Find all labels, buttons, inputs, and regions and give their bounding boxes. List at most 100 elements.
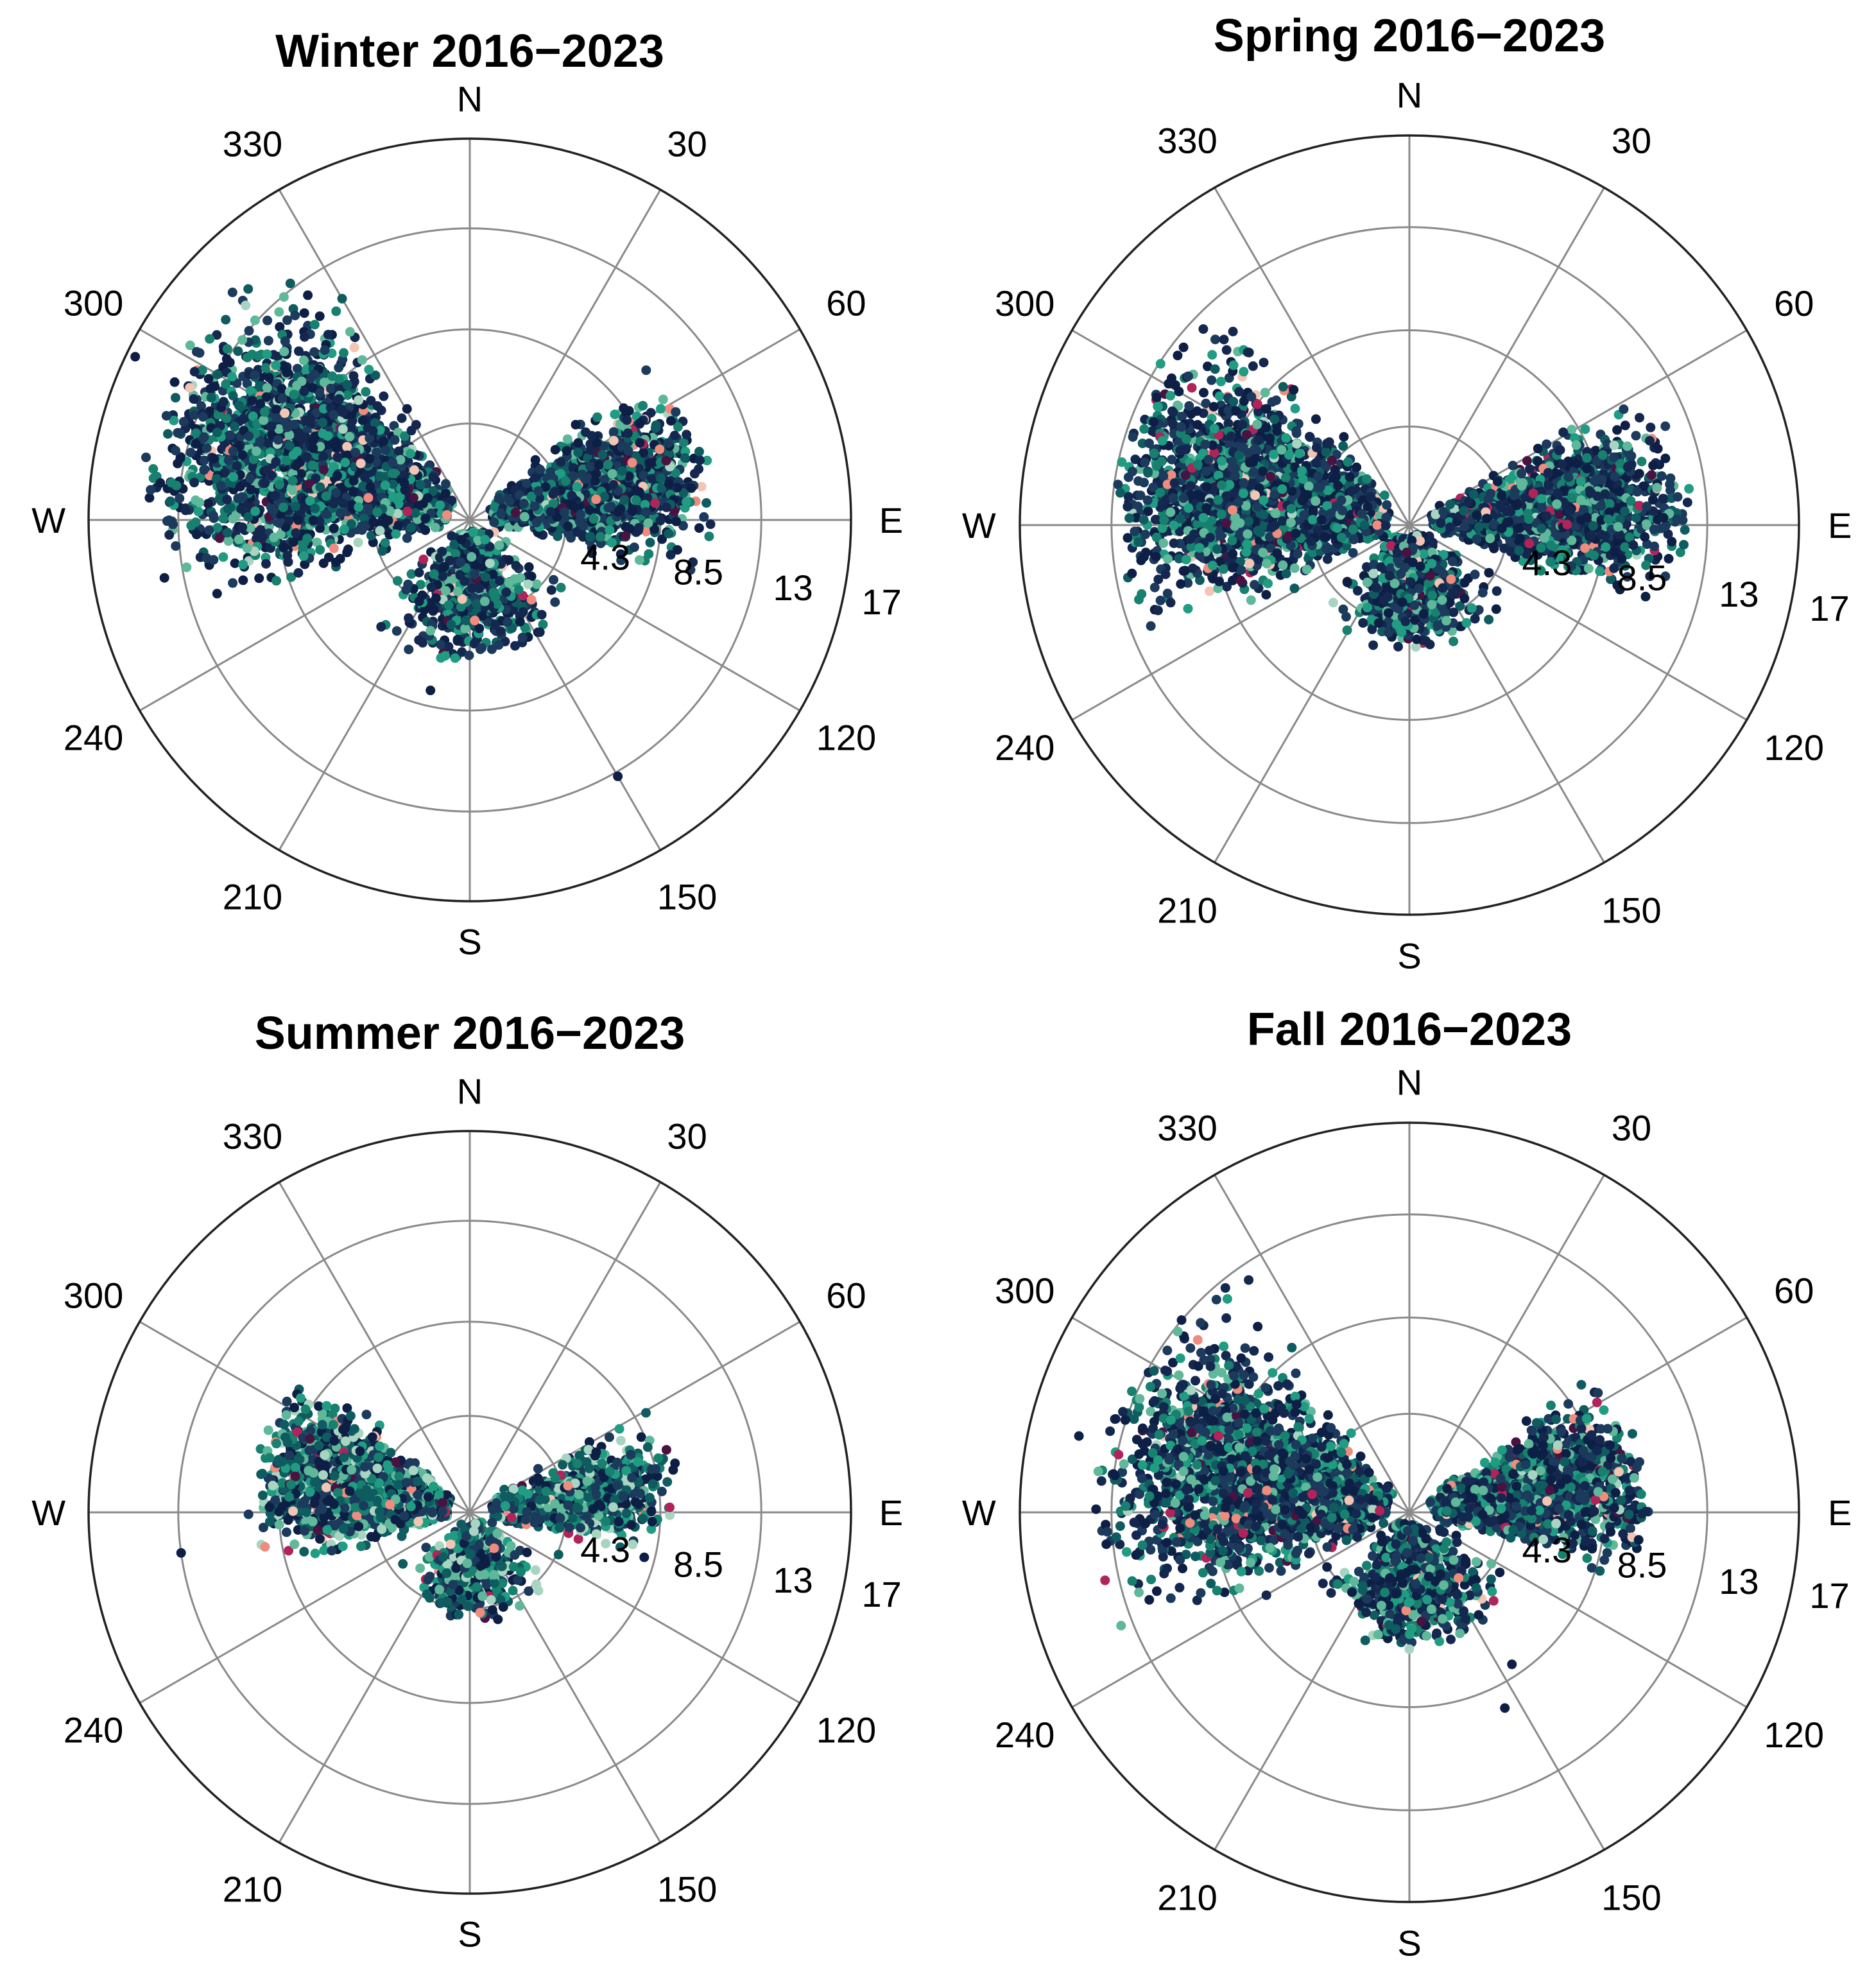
- scatter-point: [655, 515, 666, 526]
- scatter-point: [510, 508, 521, 518]
- scatter-point: [307, 460, 318, 471]
- scatter-point: [244, 431, 254, 441]
- scatter-point: [377, 546, 388, 556]
- scatter-point: [191, 530, 202, 540]
- scatter-point: [546, 585, 556, 595]
- scatter-point: [383, 515, 393, 526]
- scatter-point: [628, 506, 638, 516]
- scatter-point: [513, 585, 524, 595]
- scatter-point: [494, 540, 504, 551]
- scatter-point: [309, 347, 320, 357]
- scatter-point: [656, 473, 666, 483]
- scatter-point: [171, 393, 180, 403]
- scatter-point: [404, 613, 414, 623]
- scatter-point: [323, 552, 334, 562]
- scatter-point: [489, 517, 499, 528]
- scatter-point: [408, 493, 418, 503]
- scatter-point: [531, 517, 542, 528]
- scatter-point: [629, 542, 639, 553]
- scatter-point: [300, 332, 309, 342]
- scatter-point: [530, 455, 540, 465]
- scatter-point: [550, 487, 560, 497]
- scatter-point: [162, 516, 172, 526]
- scatter-point: [227, 288, 237, 297]
- scatter-point: [468, 527, 478, 537]
- scatter-point: [357, 355, 367, 365]
- scatter-point: [556, 457, 566, 467]
- scatter-point: [368, 517, 379, 527]
- scatter-point: [178, 417, 189, 427]
- scatter-point: [406, 449, 415, 459]
- scatter-point: [146, 485, 156, 495]
- scatter-point: [572, 481, 582, 492]
- scatter-point: [699, 512, 709, 522]
- scatter-point: [472, 599, 482, 609]
- scatter-point: [524, 562, 534, 572]
- scatter-point: [204, 525, 214, 535]
- scatter-point: [279, 292, 289, 302]
- scatter-point: [285, 440, 295, 451]
- scatter-point: [694, 523, 704, 533]
- scatter-point: [663, 438, 673, 448]
- scatter-point: [406, 523, 416, 533]
- scatter-point: [228, 472, 239, 482]
- scatter-point: [339, 524, 349, 535]
- scatter-point: [212, 589, 222, 599]
- scatter-point: [271, 576, 282, 586]
- scatter-point: [682, 497, 691, 507]
- scatter-point: [242, 379, 252, 389]
- scatter-point: [338, 498, 348, 508]
- scatter-point: [655, 444, 665, 454]
- scatter-point: [345, 327, 355, 337]
- scatter-point: [203, 499, 213, 509]
- scatter-point: [305, 414, 316, 424]
- scatter-point: [320, 345, 330, 355]
- scatter-point: [496, 510, 506, 519]
- scatter-point: [241, 300, 251, 311]
- scatter-point: [562, 445, 572, 456]
- scatter-point: [428, 472, 438, 483]
- scatter-point: [650, 423, 660, 433]
- scatter-point: [348, 371, 359, 381]
- scatter-point: [517, 632, 528, 643]
- scatter-point: [228, 391, 238, 401]
- scatter-point: [247, 395, 257, 406]
- scatter-point: [180, 505, 191, 515]
- scatter-point: [325, 383, 336, 393]
- scatter-point: [537, 610, 547, 620]
- scatter-point: [277, 393, 288, 404]
- scatter-point: [488, 587, 499, 598]
- scatter-point: [250, 506, 261, 516]
- scatter-point: [246, 485, 256, 495]
- scatter-point: [332, 452, 343, 462]
- scatter-point: [185, 447, 196, 458]
- scatter-point: [221, 315, 231, 325]
- scatter-point: [173, 458, 183, 469]
- grid-ring: [177, 227, 762, 813]
- scatter-point: [450, 653, 460, 663]
- scatter-point: [298, 355, 309, 365]
- scatter-point: [334, 394, 344, 404]
- scatter-point: [348, 476, 359, 486]
- scatter-point: [228, 514, 238, 524]
- scatter-point: [293, 515, 304, 525]
- scatter-point: [238, 575, 248, 585]
- scatter-point: [515, 573, 526, 583]
- scatter-point: [212, 428, 222, 437]
- scatter-point: [376, 621, 386, 632]
- scatter-point: [262, 383, 272, 393]
- scatter-point: [438, 571, 448, 581]
- scatter-point: [186, 521, 196, 531]
- scatter-point: [185, 340, 195, 350]
- scatter-point: [193, 506, 203, 517]
- scatter-point: [228, 446, 238, 456]
- scatter-point: [331, 306, 341, 316]
- scatter-point: [261, 558, 271, 569]
- scatter-point: [222, 344, 232, 354]
- scatter-point: [274, 480, 284, 490]
- scatter-point: [185, 383, 195, 393]
- scatter-point: [250, 370, 260, 380]
- scatter-point: [155, 478, 166, 488]
- scatter-point: [563, 521, 573, 532]
- scatter-point: [194, 348, 205, 358]
